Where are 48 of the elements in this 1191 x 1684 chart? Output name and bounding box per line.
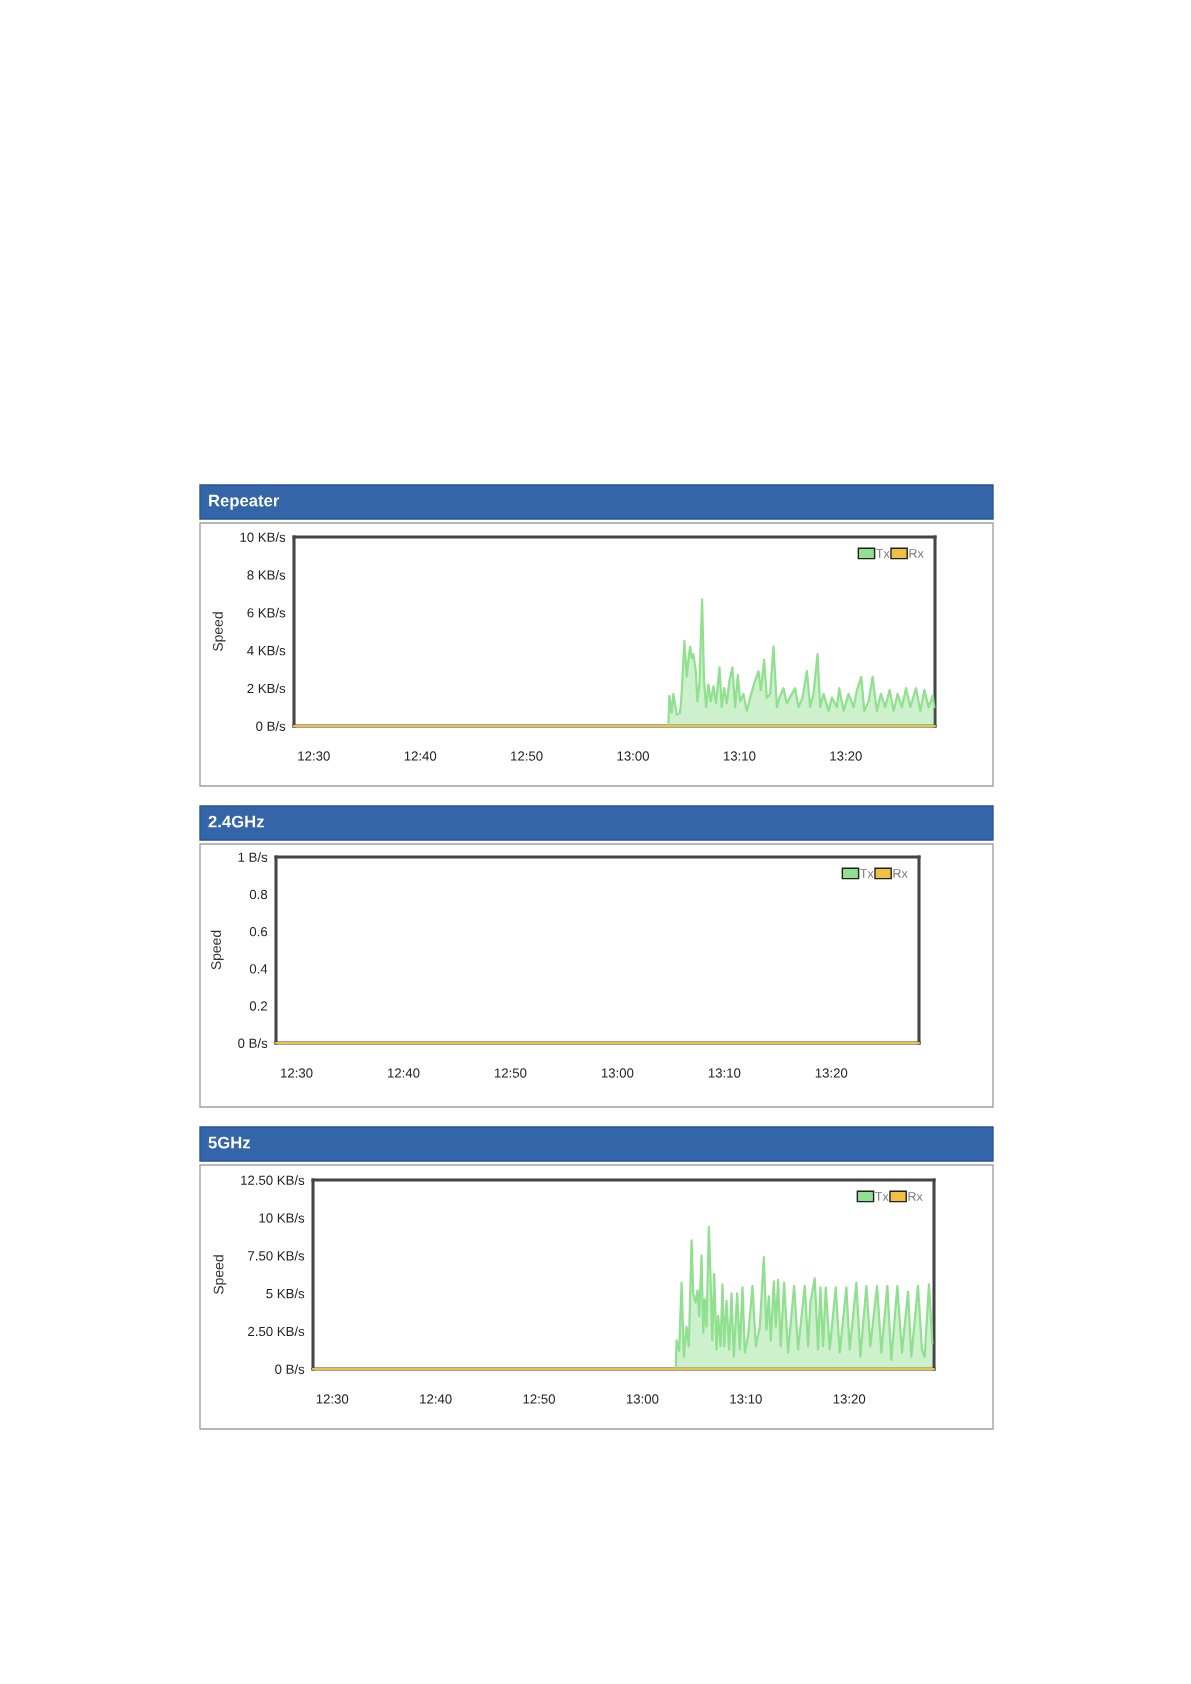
y-tick-label: 10 KB/s <box>259 1213 305 1223</box>
legend-label: Rx <box>893 869 908 878</box>
y-tick-label: 10 KB/s <box>240 532 286 542</box>
y-axis-title: Speed <box>210 930 224 970</box>
y-tick-label: 6 KB/s <box>247 607 286 618</box>
x-tick-label: 12:40 <box>420 1394 452 1404</box>
y-tick-label: 4 KB/s <box>247 645 286 656</box>
x-tick-label: 13:00 <box>626 1394 659 1404</box>
legend-label: Rx <box>909 549 924 558</box>
y-tick-label: 8 KB/s <box>247 570 286 580</box>
x-tick-label: 13:20 <box>815 1068 848 1078</box>
x-tick-label: 13:20 <box>830 751 862 761</box>
chart-title: 2.4GHz <box>208 815 264 828</box>
y-axis-title: Speed <box>212 612 226 651</box>
legend-label: Tx <box>876 549 890 558</box>
y-tick-label: 0.4 <box>249 964 268 974</box>
legend-label: Rx <box>908 1192 923 1201</box>
x-tick-label: 12:50 <box>523 1394 555 1404</box>
legend-label: Tx <box>860 869 874 878</box>
y-tick-label: 7.50 KB/s <box>248 1250 305 1261</box>
x-tick-label: 12:50 <box>494 1068 527 1078</box>
legend-label: Tx <box>875 1192 889 1201</box>
y-tick-label: 0.6 <box>249 926 268 937</box>
y-tick-label: 2 KB/s <box>247 683 286 694</box>
y-tick-label: 2.50 KB/s <box>248 1326 305 1337</box>
x-tick-label: 12:50 <box>511 751 543 761</box>
y-tick-label: 0.2 <box>249 1001 268 1011</box>
y-axis-title: Speed <box>213 1255 227 1294</box>
x-tick-label: 12:40 <box>404 751 437 761</box>
x-tick-label: 13:10 <box>730 1394 762 1404</box>
y-tick-label: 0 B/s <box>238 1038 268 1048</box>
chart-title: 5GHz <box>208 1136 250 1149</box>
x-tick-label: 13:00 <box>617 751 650 761</box>
x-tick-label: 12:30 <box>316 1394 349 1404</box>
y-tick-label: 0.8 <box>249 889 268 900</box>
x-tick-label: 12:40 <box>388 1068 420 1078</box>
y-tick-label: 0 B/s <box>275 1364 305 1374</box>
y-tick-label: 12.50 KB/s <box>241 1175 305 1185</box>
x-tick-label: 12:30 <box>298 751 330 761</box>
x-tick-label: 12:30 <box>281 1068 313 1078</box>
y-tick-label: 5 KB/s <box>266 1288 305 1299</box>
chart-title: Repeater <box>209 494 280 510</box>
y-tick-label: 0 B/s <box>256 721 286 731</box>
x-tick-label: 13:00 <box>601 1068 634 1078</box>
x-tick-label: 13:10 <box>708 1068 741 1078</box>
x-tick-label: 13:20 <box>833 1394 866 1404</box>
y-tick-label: 1 B/s <box>238 852 268 862</box>
x-tick-label: 13:10 <box>723 751 756 761</box>
